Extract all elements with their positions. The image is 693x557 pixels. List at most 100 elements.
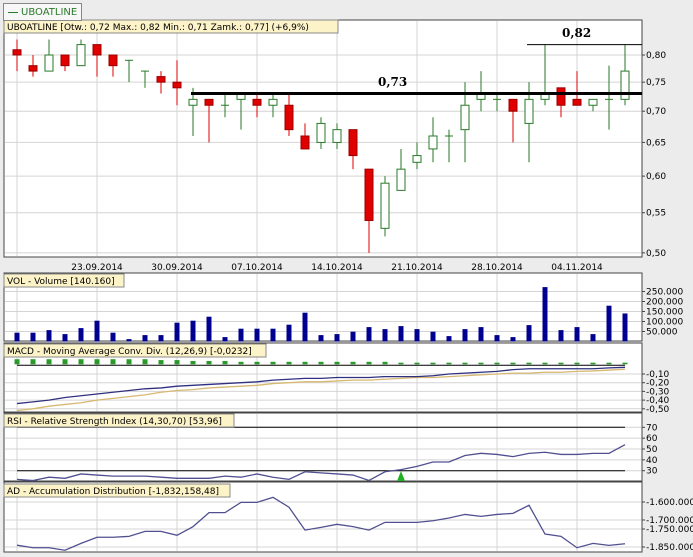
volume-bar [382,329,388,342]
series-tab[interactable]: UBOATLINE [3,3,83,21]
macd-histogram-bar [302,361,308,365]
volume-bar [510,337,516,342]
volume-bar [622,313,628,342]
buy-signal-arrow-icon [397,471,405,481]
x-tick-label: 30.09.2014 [151,263,203,273]
macd-histogram-bar [286,361,292,365]
y-tick-label: -0,20 [646,379,670,389]
volume-bar [222,337,228,342]
macd-histogram-bar [414,362,420,365]
macd-histogram-bar [254,361,260,365]
y-tick-label: -1.750.000 [646,525,693,535]
candle-body [12,49,22,56]
volume-panel-title: VOL - Volume [140.160] [7,277,115,287]
volume-bar [606,305,612,342]
volume-bar [158,335,164,342]
macd-histogram-bar [606,362,612,365]
y-tick-label: 0,50 [646,249,666,259]
y-tick-label: 0,75 [646,78,666,88]
y-tick-label: 150.000 [646,308,683,318]
volume-bar [574,327,580,342]
candle-body [428,135,438,150]
macd-histogram-bar [446,362,452,365]
volume-bar [94,320,100,342]
macd-histogram-bar [494,362,500,365]
macd-histogram-bar [398,362,404,365]
volume-bar [350,331,356,342]
line-series-icon [8,11,18,13]
y-tick-label: -1.850.000 [646,543,693,553]
volume-panel-label-box [3,273,125,288]
volume-bar [414,329,420,342]
candle-body [268,98,278,106]
volume-bar [14,332,20,342]
y-tick-label: 0,55 [646,209,666,219]
macd-histogram-bar [558,362,564,365]
macd-histogram-bar [334,361,340,365]
macd-histogram-bar [46,359,52,365]
volume-bar [302,312,308,342]
volume-bar [366,327,372,342]
candle-body [412,155,422,163]
macd-histogram-bar [94,359,100,365]
volume-bar [318,335,324,342]
candle-body [92,44,102,56]
candle-body [60,54,70,67]
y-tick-label: -1.600.000 [646,498,693,508]
candle-body [332,129,342,143]
candle-body [380,182,390,229]
macd-histogram-bar [574,362,580,365]
candle-body [316,122,326,143]
volume-bar [46,330,52,342]
macd-histogram-bar [126,359,132,365]
candle-body [108,54,118,67]
volume-bar [478,327,484,342]
macd-histogram-bar [78,359,84,365]
macd-histogram-bar [62,359,68,365]
candle-body [300,135,310,150]
y-tick-label: 0,60 [646,172,666,182]
y-tick-label: -0,10 [646,370,670,380]
volume-bar [334,334,340,342]
y-tick-label: -0,30 [646,387,670,397]
price-panel-title: UBOATLINE [Otw.: 0,72 Max.: 0,82 Min.: 0… [7,23,309,33]
volume-bar [558,330,564,342]
y-tick-label: 100.000 [646,318,683,328]
candle-body [348,129,358,157]
macd-histogram-bar [174,360,180,365]
volume-bar [142,335,148,342]
macd-histogram-bar [270,361,276,365]
candle-body [252,98,262,106]
macd-histogram-bar [206,360,212,365]
candle-body [44,54,54,72]
macd-histogram-bar [478,362,484,365]
volume-bar [526,325,532,342]
y-tick-label: 60 [646,434,658,444]
volume-bar [542,287,548,342]
macd-histogram-bar [622,362,628,365]
annotation-label-082: 0,82 [562,26,591,40]
rsi-panel-label-box [3,413,235,428]
macd-histogram-bar [110,359,116,365]
annotation-label-073: 0,73 [378,75,407,89]
y-tick-label: -1.700.000 [646,516,693,526]
macd-histogram-bar [590,362,596,365]
candle-body [364,168,374,221]
rsi-panel-title: RSI - Relative Strength Index (14,30,70)… [7,417,222,427]
macd-histogram-bar [238,361,244,365]
macd-histogram-bar [30,359,36,365]
ad-panel-label-box [3,483,231,498]
volume-bar [430,331,436,342]
volume-bar [78,328,84,342]
y-tick-label: 0,80 [646,51,666,61]
volume-bar [126,339,132,342]
candle-body [396,168,406,191]
y-tick-label: -0,40 [646,396,670,406]
macd-histogram-bar [526,362,532,365]
y-tick-label: 50.000 [646,328,678,338]
y-tick-label: 0,70 [646,107,666,117]
volume-bar [174,322,180,342]
volume-bar [398,326,404,342]
candle-body [28,65,38,72]
